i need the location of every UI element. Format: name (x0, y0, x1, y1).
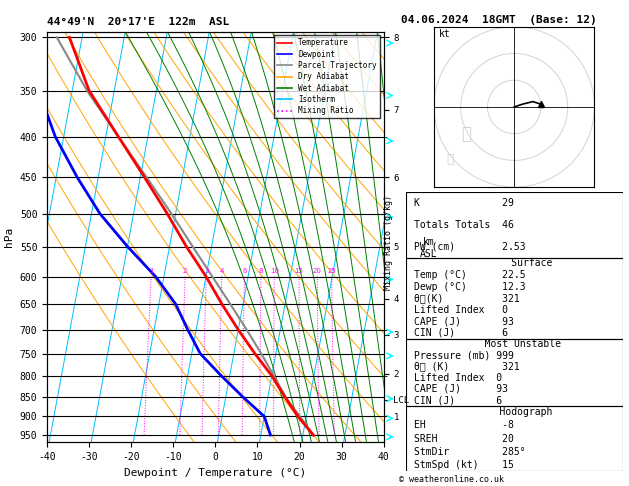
Text: Surface: Surface (476, 259, 552, 268)
Text: ⦿: ⦿ (447, 153, 454, 166)
Text: Lifted Index  0: Lifted Index 0 (415, 373, 503, 383)
Text: ⦿: ⦿ (461, 125, 471, 143)
Text: PW (cm)        2.53: PW (cm) 2.53 (415, 242, 526, 252)
Text: © weatheronline.co.uk: © weatheronline.co.uk (399, 475, 504, 484)
X-axis label: Dewpoint / Temperature (°C): Dewpoint / Temperature (°C) (125, 468, 306, 478)
Text: 4: 4 (220, 268, 224, 274)
Text: 04.06.2024  18GMT  (Base: 12): 04.06.2024 18GMT (Base: 12) (401, 15, 597, 25)
Bar (406, 406, 623, 471)
Text: 3: 3 (204, 268, 208, 274)
Text: 8: 8 (259, 268, 264, 274)
Text: Totals Totals  46: Totals Totals 46 (415, 220, 515, 230)
Text: CAPE (J)       93: CAPE (J) 93 (415, 316, 515, 326)
Text: 25: 25 (327, 268, 336, 274)
Text: StmDir         285°: StmDir 285° (415, 447, 526, 457)
Y-axis label: km
ASL: km ASL (420, 237, 438, 259)
Text: kt: kt (440, 30, 451, 39)
Text: 15: 15 (294, 268, 304, 274)
Text: Dewp (°C)      12.3: Dewp (°C) 12.3 (415, 281, 526, 292)
Text: CIN (J)        6: CIN (J) 6 (415, 328, 508, 338)
Text: CAPE (J)      93: CAPE (J) 93 (415, 384, 508, 394)
Text: Hodograph: Hodograph (476, 407, 552, 417)
Text: Mixing Ratio (g/kg): Mixing Ratio (g/kg) (384, 195, 392, 291)
Text: CIN (J)       6: CIN (J) 6 (415, 395, 503, 405)
Text: Lifted Index   0: Lifted Index 0 (415, 305, 508, 315)
Text: 10: 10 (270, 268, 279, 274)
Text: K              29: K 29 (415, 198, 515, 208)
Text: Most Unstable: Most Unstable (467, 339, 561, 349)
Text: 44°49'N  20°17'E  122m  ASL: 44°49'N 20°17'E 122m ASL (47, 17, 230, 27)
Text: θᴇ(K)          321: θᴇ(K) 321 (415, 293, 520, 303)
Text: 20: 20 (313, 268, 321, 274)
Y-axis label: hPa: hPa (4, 227, 14, 247)
Bar (406, 339, 623, 406)
Text: 6: 6 (242, 268, 247, 274)
Text: SREH           20: SREH 20 (415, 434, 515, 444)
Text: EH             -8: EH -8 (415, 420, 515, 431)
Legend: Temperature, Dewpoint, Parcel Trajectory, Dry Adiabat, Wet Adiabat, Isotherm, Mi: Temperature, Dewpoint, Parcel Trajectory… (274, 35, 380, 118)
Bar (406, 192, 623, 258)
Bar (406, 258, 623, 339)
Text: Temp (°C)      22.5: Temp (°C) 22.5 (415, 270, 526, 280)
Text: Pressure (mb) 999: Pressure (mb) 999 (415, 350, 515, 361)
Text: 2: 2 (183, 268, 187, 274)
Text: StmSpd (kt)    15: StmSpd (kt) 15 (415, 460, 515, 470)
Text: θᴇ (K)         321: θᴇ (K) 321 (415, 362, 520, 372)
Text: 1: 1 (149, 268, 153, 274)
